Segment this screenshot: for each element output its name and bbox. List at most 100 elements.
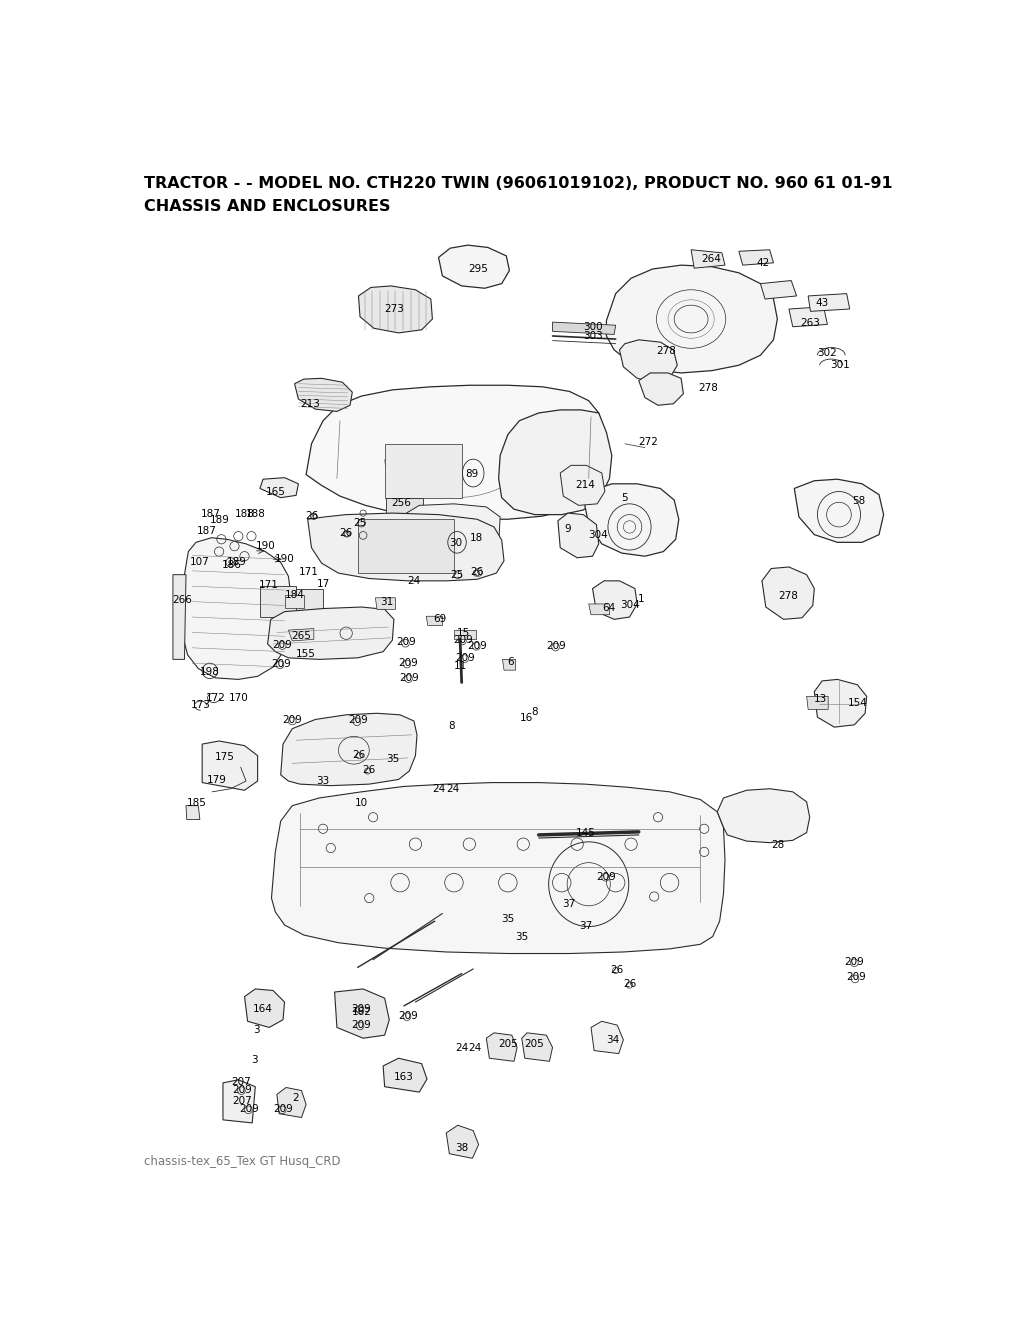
Text: 25: 25 [451,569,464,580]
Text: 209: 209 [399,673,419,683]
Text: 6: 6 [507,658,513,667]
Text: 304: 304 [588,530,608,540]
Text: 209: 209 [240,1104,259,1113]
Polygon shape [276,1087,306,1117]
Polygon shape [717,789,810,842]
Text: 209: 209 [283,715,302,726]
Polygon shape [173,575,186,659]
Text: 171: 171 [299,567,319,576]
Polygon shape [807,696,828,710]
Polygon shape [486,1033,517,1062]
Text: 89: 89 [465,469,478,479]
Polygon shape [202,741,258,790]
Text: 209: 209 [456,653,475,663]
Text: 189: 189 [210,515,229,526]
Text: chassis-tex_65_Tex GT Husq_CRD: chassis-tex_65_Tex GT Husq_CRD [144,1155,341,1168]
Text: 187: 187 [197,526,217,536]
Text: 205: 205 [524,1038,544,1049]
Polygon shape [386,498,423,514]
Text: 17: 17 [317,579,331,589]
Text: 10: 10 [355,797,368,808]
Polygon shape [285,596,304,608]
Text: 301: 301 [829,360,850,371]
Text: 9: 9 [564,524,571,535]
Text: 165: 165 [265,486,286,496]
Polygon shape [186,806,200,820]
Polygon shape [521,1033,553,1062]
Text: 213: 213 [300,399,319,409]
Text: 209: 209 [272,639,292,650]
Text: 273: 273 [384,305,403,314]
Polygon shape [438,245,509,289]
Text: 42: 42 [757,258,770,267]
Text: 209: 209 [597,871,616,882]
Text: 198: 198 [200,667,220,677]
Polygon shape [795,479,884,543]
Text: 190: 190 [274,553,295,564]
Text: CHASSIS AND ENCLOSURES: CHASSIS AND ENCLOSURES [144,199,391,214]
Polygon shape [762,567,814,620]
Text: 162: 162 [351,1008,372,1017]
Polygon shape [503,659,515,670]
Polygon shape [761,281,797,299]
Text: 303: 303 [584,331,603,342]
Text: 154: 154 [848,698,867,707]
Text: 35: 35 [515,932,528,941]
Text: 209: 209 [232,1084,252,1095]
Polygon shape [245,989,285,1027]
Text: 164: 164 [253,1004,273,1014]
Text: 188: 188 [234,508,254,519]
Polygon shape [271,782,725,953]
Text: 26: 26 [352,749,366,760]
Text: 26: 26 [624,980,637,989]
Text: 163: 163 [394,1071,414,1082]
Polygon shape [260,587,296,617]
Text: 214: 214 [575,481,596,490]
Text: 170: 170 [228,692,248,703]
Text: 188: 188 [246,508,266,519]
Polygon shape [223,1080,255,1123]
Polygon shape [358,286,432,332]
Text: 26: 26 [470,568,483,577]
Text: 35: 35 [386,755,399,764]
Polygon shape [357,519,454,573]
Text: 2: 2 [292,1092,299,1103]
Text: 37: 37 [562,899,575,910]
Text: 107: 107 [190,556,210,567]
Text: 302: 302 [817,348,837,357]
Text: 190: 190 [255,542,275,551]
Text: 28: 28 [771,839,784,850]
Text: 64: 64 [602,602,615,613]
Polygon shape [446,1125,478,1158]
Text: 209: 209 [270,659,291,669]
Polygon shape [260,478,298,498]
Text: 278: 278 [698,383,718,393]
Text: 25: 25 [353,518,367,528]
Polygon shape [296,589,323,613]
Text: 207: 207 [232,1096,252,1107]
Text: 186: 186 [222,560,242,569]
Polygon shape [739,250,773,265]
Text: 69: 69 [433,614,446,625]
Text: 31: 31 [380,597,393,606]
Polygon shape [589,604,609,614]
Text: 24: 24 [408,576,421,585]
Text: 209: 209 [398,658,418,669]
Text: 209: 209 [351,1019,371,1030]
Text: 171: 171 [259,580,280,591]
Polygon shape [499,410,611,515]
Text: 295: 295 [468,263,487,274]
Polygon shape [808,294,850,311]
Polygon shape [620,340,677,383]
Text: 256: 256 [391,498,412,508]
Polygon shape [691,250,725,269]
Text: 263: 263 [800,318,819,328]
Text: 3: 3 [253,1025,259,1035]
Polygon shape [281,714,417,785]
Text: 1: 1 [638,594,644,604]
Text: 34: 34 [606,1035,620,1045]
Polygon shape [376,597,395,609]
Polygon shape [560,465,605,506]
Polygon shape [289,629,313,641]
Text: 209: 209 [396,637,416,647]
